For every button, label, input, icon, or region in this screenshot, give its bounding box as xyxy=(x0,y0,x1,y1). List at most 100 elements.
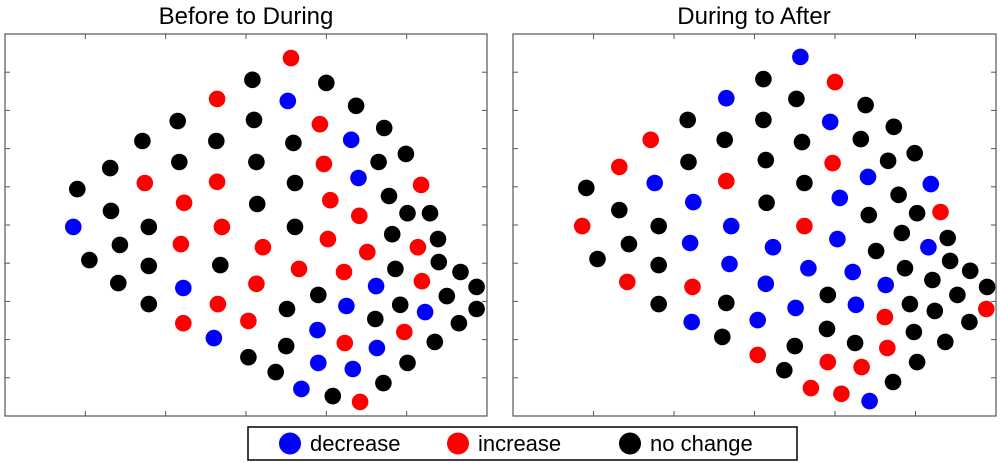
point-increase xyxy=(684,278,701,296)
point-decrease xyxy=(922,175,940,193)
point-no-change xyxy=(244,71,261,89)
point-increase xyxy=(879,339,896,357)
point-no-change xyxy=(421,204,439,222)
point-decrease xyxy=(722,217,740,235)
point-no-change xyxy=(245,111,263,129)
point-no-change xyxy=(589,250,606,268)
point-no-change xyxy=(134,132,151,150)
point-no-change xyxy=(169,112,186,130)
legend-marker-increase xyxy=(447,432,469,455)
point-decrease xyxy=(831,189,849,207)
point-decrease xyxy=(683,313,700,331)
point-no-change xyxy=(885,118,903,136)
point-no-change xyxy=(277,337,295,355)
point-no-change xyxy=(140,218,158,236)
point-increase xyxy=(718,172,735,190)
point-decrease xyxy=(861,392,878,410)
point-decrease xyxy=(65,218,82,236)
point-no-change xyxy=(375,119,393,137)
point-no-change xyxy=(867,242,885,260)
point-no-change xyxy=(788,90,805,108)
point-no-change xyxy=(846,334,864,352)
point-no-change xyxy=(949,286,966,304)
point-increase xyxy=(409,238,427,256)
point-increase xyxy=(213,218,231,236)
point-increase xyxy=(978,300,995,318)
point-no-change xyxy=(758,194,775,212)
point-decrease xyxy=(309,321,326,339)
point-no-change xyxy=(961,313,978,331)
point-increase xyxy=(824,154,841,172)
point-decrease xyxy=(757,275,775,293)
point-decrease xyxy=(350,169,367,187)
point-no-change xyxy=(370,153,387,171)
point-increase xyxy=(240,312,257,330)
point-no-change xyxy=(399,204,416,222)
point-decrease xyxy=(293,380,310,398)
point-no-change xyxy=(310,286,327,304)
point-no-change xyxy=(248,153,265,171)
point-decrease xyxy=(800,259,817,277)
point-increase xyxy=(413,272,431,290)
scatter-points xyxy=(65,49,485,411)
point-no-change xyxy=(650,256,667,274)
point-no-change xyxy=(757,151,775,169)
legend-label-no-change: no change xyxy=(650,431,753,456)
point-no-change xyxy=(679,111,696,129)
point-increase xyxy=(282,49,300,67)
point-increase xyxy=(749,346,766,364)
point-no-change xyxy=(819,286,837,304)
point-increase xyxy=(833,385,850,403)
point-no-change xyxy=(248,195,266,213)
point-increase xyxy=(254,238,272,256)
point-no-change xyxy=(468,300,485,318)
point-increase xyxy=(336,334,354,352)
point-no-change xyxy=(924,271,941,289)
point-no-change xyxy=(978,278,996,296)
point-no-change xyxy=(650,217,667,235)
point-no-change xyxy=(102,202,120,220)
point-no-change xyxy=(852,130,870,148)
point-increase xyxy=(209,295,227,313)
point-no-change xyxy=(611,201,628,219)
axis-ticks xyxy=(512,33,997,417)
point-no-change xyxy=(908,353,926,371)
point-increase xyxy=(876,308,894,326)
point-no-change xyxy=(285,134,302,152)
point-no-change xyxy=(755,70,772,88)
point-decrease xyxy=(847,296,865,314)
point-no-change xyxy=(718,294,735,312)
point-decrease xyxy=(718,89,735,107)
point-no-change xyxy=(796,174,813,192)
point-no-change xyxy=(171,153,188,171)
point-no-change xyxy=(901,295,919,313)
point-decrease xyxy=(721,255,738,273)
point-no-change xyxy=(650,295,667,313)
point-no-change xyxy=(941,252,959,270)
point-decrease xyxy=(367,277,385,295)
legend-box xyxy=(247,426,798,461)
point-no-change xyxy=(896,259,914,277)
point-increase xyxy=(396,323,413,341)
point-increase xyxy=(136,174,154,192)
point-decrease xyxy=(877,276,894,294)
point-no-change xyxy=(286,218,304,236)
point-decrease xyxy=(792,48,809,66)
point-no-change xyxy=(367,310,384,328)
point-increase xyxy=(175,314,192,332)
point-increase xyxy=(853,358,870,376)
point-no-change xyxy=(387,260,404,278)
point-decrease xyxy=(920,238,937,256)
point-no-change xyxy=(240,348,257,366)
point-increase xyxy=(412,176,430,194)
point-no-change xyxy=(140,257,158,275)
point-no-change xyxy=(324,387,342,405)
point-no-change xyxy=(793,133,811,151)
point-no-change xyxy=(884,373,902,391)
point-no-change xyxy=(101,159,119,177)
point-no-change xyxy=(893,224,911,242)
point-decrease xyxy=(342,131,360,149)
point-no-change xyxy=(890,186,907,204)
point-increase xyxy=(335,263,353,281)
